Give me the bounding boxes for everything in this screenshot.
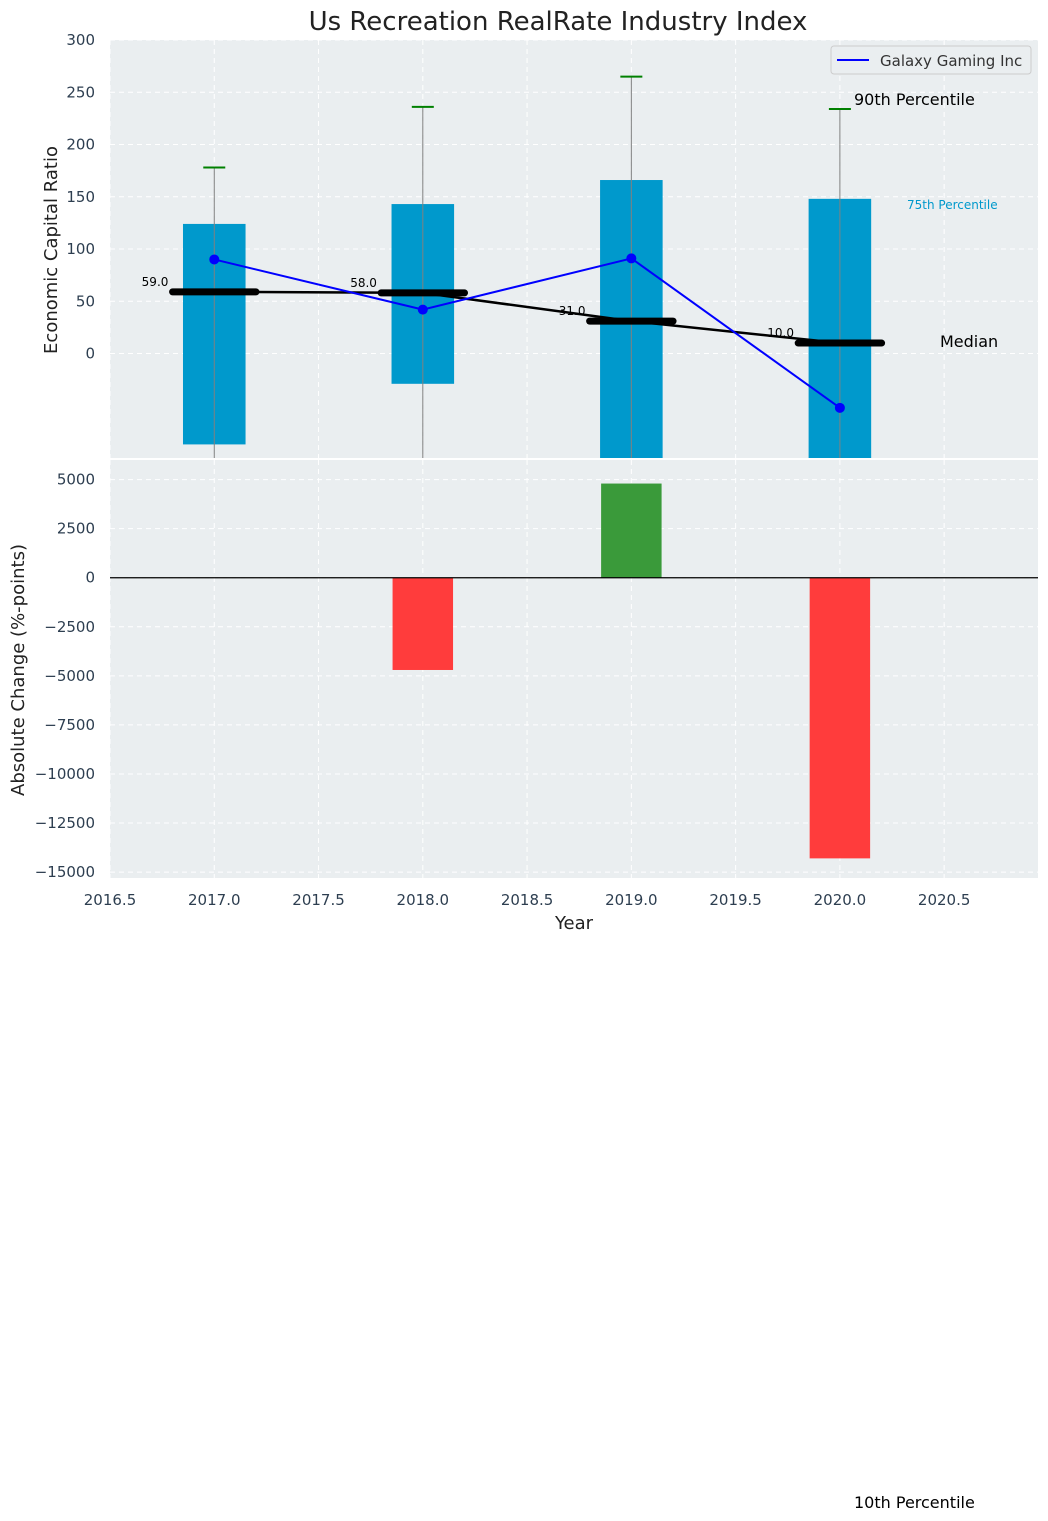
change-bar <box>392 577 454 670</box>
top-y-tick-label: 150 <box>66 188 95 206</box>
bottom-gridlines <box>109 460 1038 878</box>
bottom-y-tick-label: 0 <box>85 569 95 587</box>
company-line <box>214 257 841 409</box>
bottom-panel: 5000 2500 0 −2500 −5000 −7500 −10000 −12500 −150… <box>8 460 1038 881</box>
change-bar <box>809 577 871 859</box>
top-y-tick-label: 50 <box>76 292 95 310</box>
whiskers <box>203 75 851 458</box>
median-annotation: Median <box>940 332 998 351</box>
company-point <box>626 253 637 264</box>
median-label: 31.0 <box>559 304 586 318</box>
legend: Galaxy Gaming Inc <box>830 45 1032 75</box>
p90-annotation: 90th Percentile <box>854 90 975 109</box>
top-y-tick-label: 200 <box>66 136 95 154</box>
legend-box <box>830 45 1032 75</box>
company-point <box>417 304 428 315</box>
bottom-y-tick-label: −5000 <box>44 667 95 685</box>
x-tick-label: 2020.5 <box>918 891 971 909</box>
change-bar <box>601 483 662 578</box>
company-series <box>209 253 845 413</box>
top-y-tick-label: 100 <box>66 240 95 258</box>
top-y-tick-label: 300 <box>66 31 95 49</box>
p75-annotation: 75th Percentile <box>907 198 998 212</box>
median-label: 59.0 <box>142 275 169 289</box>
x-axis-ticks: 2016.5 2017.0 2017.5 2018.0 2018.5 2019.0 2019… <box>84 891 971 909</box>
x-tick-label: 2017.0 <box>188 891 241 909</box>
bottom-y-tick-label: 2500 <box>57 520 95 538</box>
bottom-y-tick-label: −10000 <box>35 765 95 783</box>
chart-title: Us Recreation RealRate Industry Index <box>309 7 808 37</box>
top-y-tick-label: 0 <box>85 345 95 363</box>
top-y-tick-label: 250 <box>66 83 95 101</box>
bottom-y-tick-label: −15000 <box>35 863 95 881</box>
top-y-ticks: 0 50 100 150 200 250 300 <box>66 31 95 363</box>
company-point <box>209 254 220 265</box>
x-tick-label: 2019.0 <box>605 891 658 909</box>
bottom-plot-background <box>110 460 1038 878</box>
legend-label: Galaxy Gaming Inc <box>880 52 1022 70</box>
bottom-y-tick-label: 5000 <box>57 471 95 489</box>
x-tick-label: 2018.0 <box>397 891 450 909</box>
change-bars <box>392 483 871 859</box>
median-label: 58.0 <box>350 276 377 290</box>
x-tick-label: 2018.5 <box>501 891 554 909</box>
top-y-axis-label: Economic Capital Ratio <box>41 146 62 354</box>
x-tick-label: 2017.5 <box>292 891 345 909</box>
median-label: 10.0 <box>767 326 794 340</box>
p10-annotation: 10th Percentile <box>854 1493 975 1512</box>
top-panel: 0 50 100 150 200 250 300 59.0 58.0 31.0 10.0 Gala… <box>41 31 1038 458</box>
bottom-y-ticks: 5000 2500 0 −2500 −5000 −7500 −10000 −12500 −150… <box>35 471 95 881</box>
x-axis-label: Year <box>554 913 594 934</box>
x-tick-label: 2019.5 <box>709 891 762 909</box>
bottom-y-axis-label: Absolute Change (%-points) <box>8 544 29 796</box>
company-point <box>834 402 845 413</box>
bottom-y-tick-label: −2500 <box>44 618 95 636</box>
x-tick-label: 2020.0 <box>814 891 867 909</box>
bottom-y-tick-label: −7500 <box>44 716 95 734</box>
bottom-y-tick-label: −12500 <box>35 814 95 832</box>
x-tick-label: 2016.5 <box>84 891 137 909</box>
